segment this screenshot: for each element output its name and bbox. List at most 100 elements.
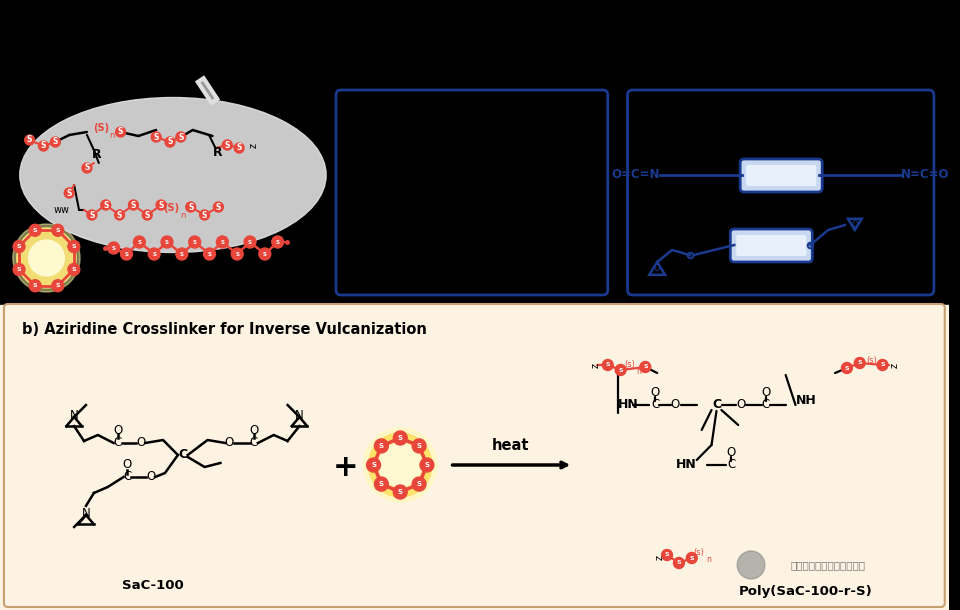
Text: (s): (s): [624, 361, 635, 370]
Circle shape: [234, 143, 244, 153]
Circle shape: [189, 236, 201, 248]
Ellipse shape: [20, 98, 326, 253]
Text: S: S: [880, 362, 885, 367]
Text: S: S: [111, 245, 115, 251]
Text: n: n: [180, 210, 185, 220]
Text: O: O: [225, 437, 234, 450]
Text: S: S: [857, 361, 862, 365]
Circle shape: [394, 485, 407, 499]
Text: O: O: [147, 470, 156, 484]
Text: n: n: [707, 556, 711, 564]
Text: (s): (s): [866, 356, 877, 365]
Text: n: n: [878, 364, 883, 373]
Text: b) Aziridine Crosslinker for Inverse Vulcanization: b) Aziridine Crosslinker for Inverse Vul…: [22, 322, 426, 337]
Text: S: S: [424, 462, 429, 468]
Text: N: N: [82, 506, 90, 520]
Text: C: C: [761, 398, 770, 412]
Circle shape: [101, 200, 110, 210]
Text: O: O: [670, 398, 680, 412]
Circle shape: [686, 553, 697, 564]
Circle shape: [661, 550, 673, 561]
Text: R: R: [92, 148, 102, 162]
Text: S: S: [167, 137, 173, 146]
FancyBboxPatch shape: [746, 165, 816, 186]
Text: S: S: [89, 210, 95, 220]
Circle shape: [374, 477, 388, 491]
Text: C: C: [179, 448, 187, 462]
FancyBboxPatch shape: [736, 235, 806, 256]
Text: S: S: [225, 140, 230, 149]
Circle shape: [148, 248, 160, 260]
Circle shape: [244, 236, 256, 248]
Text: N=C=O: N=C=O: [901, 168, 949, 182]
Text: O: O: [250, 425, 258, 437]
Circle shape: [231, 248, 243, 260]
Circle shape: [12, 224, 80, 292]
Text: S: S: [202, 210, 207, 220]
Circle shape: [114, 210, 125, 220]
Circle shape: [50, 137, 60, 147]
Text: (S): (S): [93, 123, 108, 133]
Text: N: N: [70, 409, 79, 422]
Circle shape: [151, 132, 161, 142]
Circle shape: [176, 248, 188, 260]
Text: C: C: [250, 437, 258, 450]
Circle shape: [204, 248, 215, 260]
Text: S: S: [397, 489, 403, 495]
Text: S: S: [248, 240, 252, 245]
Circle shape: [854, 357, 865, 368]
Text: 公众号：亮高分子科学前沿: 公众号：亮高分子科学前沿: [791, 560, 866, 570]
Circle shape: [369, 433, 432, 497]
Text: O: O: [113, 425, 122, 437]
Text: n: n: [109, 131, 114, 140]
Circle shape: [602, 359, 613, 370]
Circle shape: [877, 359, 888, 370]
Circle shape: [121, 248, 132, 260]
Text: z: z: [249, 143, 259, 148]
Text: S: S: [153, 251, 156, 256]
Circle shape: [87, 210, 97, 220]
Text: heat: heat: [492, 438, 530, 453]
Circle shape: [161, 236, 173, 248]
Text: S: S: [235, 251, 239, 256]
FancyBboxPatch shape: [628, 90, 934, 295]
Text: C: C: [113, 437, 122, 450]
Circle shape: [29, 224, 41, 236]
Text: R: R: [212, 146, 222, 159]
Circle shape: [674, 558, 684, 569]
Text: S: S: [643, 365, 648, 370]
Text: S: S: [158, 201, 164, 209]
Circle shape: [374, 439, 388, 453]
Text: O: O: [761, 387, 771, 400]
Text: S: S: [145, 210, 150, 220]
Text: Poly(SaC-100-r-S): Poly(SaC-100-r-S): [738, 585, 873, 598]
Circle shape: [16, 228, 76, 288]
Text: S: S: [397, 435, 403, 441]
Text: z: z: [10, 137, 20, 143]
Circle shape: [259, 248, 271, 260]
Text: N: N: [295, 409, 303, 422]
FancyBboxPatch shape: [731, 229, 812, 262]
Circle shape: [640, 362, 651, 373]
Circle shape: [108, 242, 120, 254]
Text: S: S: [180, 251, 183, 256]
Text: O: O: [727, 447, 736, 459]
Text: +: +: [333, 453, 359, 483]
Circle shape: [29, 240, 64, 276]
Text: S: S: [117, 210, 122, 220]
Circle shape: [378, 443, 422, 487]
Text: S: S: [53, 137, 58, 146]
Text: S: S: [263, 251, 267, 256]
Text: S: S: [56, 283, 60, 288]
Circle shape: [52, 280, 63, 292]
Text: S: S: [216, 203, 221, 212]
Text: S: S: [193, 240, 197, 245]
Circle shape: [737, 551, 765, 579]
Text: S: S: [131, 201, 136, 209]
Text: S: S: [16, 267, 21, 272]
Text: z: z: [889, 362, 900, 367]
Bar: [0, 305, 948, 610]
Text: (S): (S): [163, 203, 179, 213]
Circle shape: [216, 236, 228, 248]
Text: S: S: [66, 188, 72, 198]
